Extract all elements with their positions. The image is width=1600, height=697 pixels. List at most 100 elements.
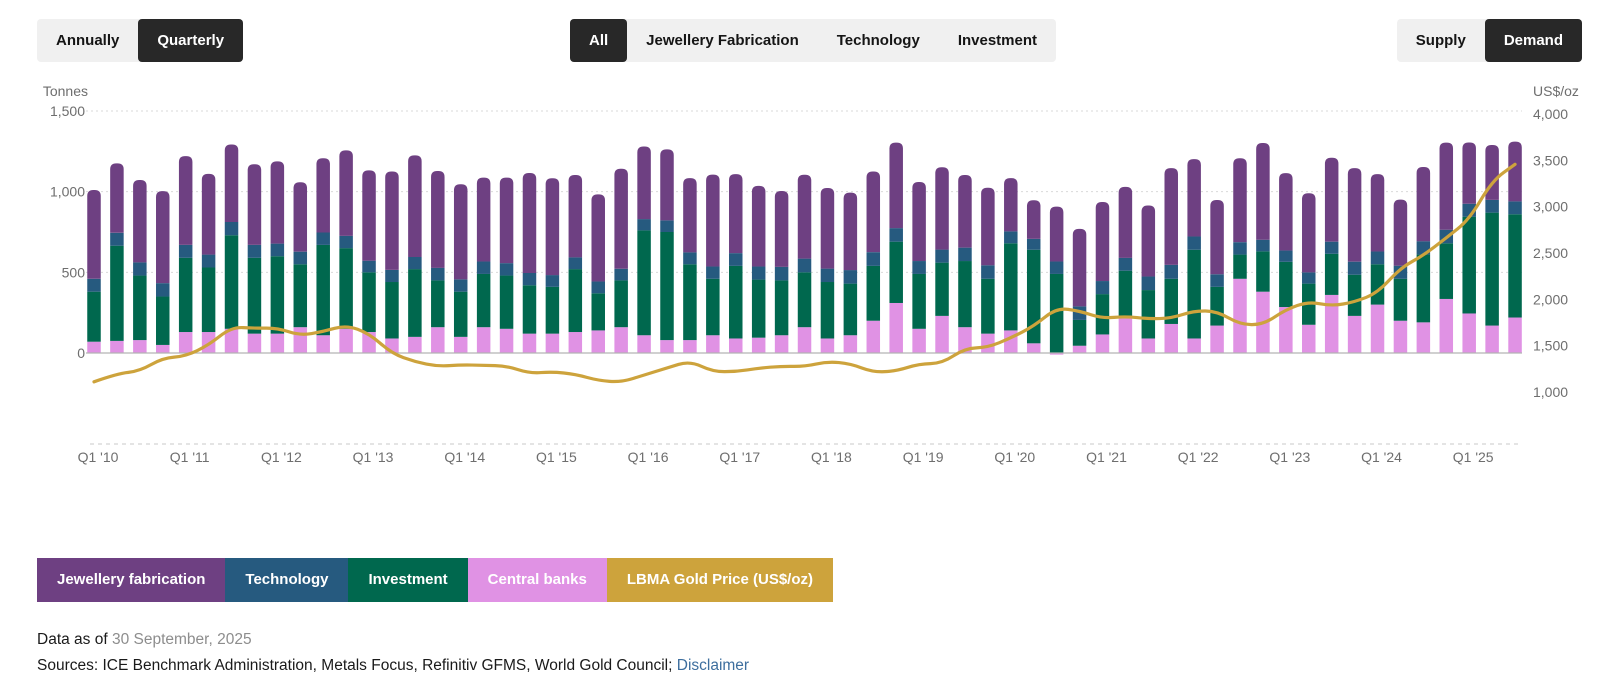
bar-segment-technology: [1187, 236, 1201, 250]
bar-Q411: [247, 164, 262, 353]
bar-Q412: [339, 150, 353, 353]
x-axis-label-q1-15: Q1 '15: [536, 449, 577, 465]
bar-segment-jewellery-fabrication: [1416, 166, 1431, 242]
x-axis-label-q1-16: Q1 '16: [628, 449, 669, 465]
bar-segment-central-banks: [866, 320, 881, 353]
bar-segment-technology: [637, 219, 651, 231]
bar-segment-technology: [87, 278, 101, 292]
bar-segment-investment: [751, 279, 766, 338]
bar-segment-investment: [1187, 249, 1201, 339]
bar-segment-central-banks: [1324, 294, 1339, 353]
bar-segment-investment: [247, 257, 262, 334]
bar-segment-technology: [476, 261, 491, 274]
legend-item-central-banks[interactable]: Central banks: [467, 558, 607, 602]
legend-item-jewellery-fabrication[interactable]: Jewellery fabrication: [37, 558, 226, 602]
bar-segment-central-banks: [591, 330, 605, 353]
bar-Q121: [1095, 201, 1110, 353]
bar-segment-jewellery-fabrication: [1233, 158, 1247, 243]
bar-Q213: [385, 171, 399, 353]
bar-segment-central-banks: [1370, 304, 1385, 353]
bar-segment-technology: [293, 251, 308, 265]
bar-Q222: [1210, 200, 1224, 353]
bar-segment-central-banks: [981, 333, 995, 353]
bar-segment-technology: [522, 272, 537, 286]
left-axis-tick-1000: 1,000: [50, 184, 85, 200]
bar-segment-central-banks: [270, 333, 285, 353]
supply-demand-toggle-group: Supply Demand: [1396, 19, 1582, 62]
bar-segment-investment: [1049, 273, 1064, 353]
bar-segment-jewellery-fabrication: [293, 182, 308, 252]
bar-segment-central-banks: [178, 332, 193, 353]
bar-segment-investment: [1439, 243, 1454, 299]
legend-item-investment[interactable]: Investment: [348, 558, 468, 602]
toggle-technology[interactable]: Technology: [818, 19, 939, 62]
bar-Q420: [1072, 228, 1087, 353]
bar-Q221: [1118, 186, 1133, 353]
bar-Q314: [499, 177, 514, 353]
bar-segment-central-banks: [431, 327, 445, 353]
data-as-of-line: Data as of 30 September, 2025: [37, 631, 252, 649]
gold-price-line: [92, 162, 1517, 384]
bar-segment-jewellery-fabrication: [522, 172, 537, 273]
bar-Q120: [1004, 178, 1018, 353]
legend-item-technology[interactable]: Technology: [225, 558, 349, 602]
bar-segment-investment: [339, 248, 353, 329]
bar-segment-investment: [820, 282, 835, 339]
bar-segment-central-banks: [293, 327, 308, 353]
bar-segment-jewellery-fabrication: [133, 180, 147, 263]
bar-segment-central-banks: [1279, 307, 1293, 353]
right-axis-tick-2500: 2,500: [1533, 245, 1568, 261]
bar-segment-jewellery-fabrication: [545, 178, 560, 276]
bar-segment-technology: [408, 257, 422, 270]
bar-segment-jewellery-fabrication: [637, 146, 651, 220]
bar-Q324: [1416, 166, 1431, 353]
bar-segment-jewellery-fabrication: [224, 144, 239, 222]
bar-segment-technology: [545, 275, 560, 287]
bar-segment-jewellery-fabrication: [1256, 142, 1270, 240]
bar-Q117: [729, 174, 743, 353]
bar-segment-central-banks: [1049, 353, 1064, 355]
toggle-quarterly[interactable]: Quarterly: [138, 19, 244, 62]
toggle-jewellery-fabrication[interactable]: Jewellery Fabrication: [627, 19, 818, 62]
toggle-all[interactable]: All: [570, 19, 628, 62]
toggle-supply[interactable]: Supply: [1397, 19, 1485, 62]
disclaimer-link[interactable]: Disclaimer: [676, 657, 750, 674]
bar-segment-central-banks: [1485, 325, 1499, 353]
bar-segment-technology: [1256, 239, 1270, 252]
bar-Q217: [751, 185, 766, 353]
bar-segment-jewellery-fabrication: [1210, 200, 1224, 275]
bar-segment-investment: [431, 280, 445, 328]
bar-segment-technology: [1141, 276, 1156, 291]
bar-segment-technology: [247, 244, 262, 258]
bar-segment-central-banks: [1072, 345, 1087, 353]
bar-segment-jewellery-fabrication: [843, 192, 858, 271]
bar-segment-investment: [843, 283, 858, 336]
x-axis-label-q1-17: Q1 '17: [719, 449, 760, 465]
bar-segment-investment: [614, 280, 628, 328]
bar-segment-jewellery-fabrication: [706, 174, 720, 267]
right-axis-title: US$/oz: [1533, 85, 1579, 99]
bar-segment-central-banks: [247, 333, 262, 353]
bar-segment-central-banks: [843, 335, 858, 353]
bar-segment-jewellery-fabrication: [1164, 168, 1178, 265]
toggle-annually[interactable]: Annually: [37, 19, 138, 62]
bar-segment-jewellery-fabrication: [1347, 168, 1362, 262]
bar-segment-investment: [133, 275, 147, 341]
right-axis-tick-1000: 1,000: [1533, 384, 1568, 400]
bar-segment-technology: [178, 244, 193, 258]
bar-segment-technology: [1302, 272, 1316, 284]
bar-segment-jewellery-fabrication: [1187, 159, 1201, 237]
bar-segment-technology: [1210, 274, 1224, 287]
toggle-investment[interactable]: Investment: [939, 19, 1056, 62]
bar-segment-investment: [362, 272, 376, 333]
bar-segment-central-banks: [774, 335, 789, 353]
bar-segment-central-banks: [545, 333, 560, 353]
toggle-demand[interactable]: Demand: [1484, 19, 1582, 62]
bar-segment-central-banks: [87, 341, 101, 353]
bar-segment-investment: [385, 282, 399, 339]
bar-segment-investment: [1095, 294, 1110, 335]
legend-item-lbma-gold-price-us-oz[interactable]: LBMA Gold Price (US$/oz): [606, 558, 833, 602]
bar-segment-technology: [1004, 231, 1018, 244]
bar-segment-investment: [958, 261, 972, 328]
bar-segment-jewellery-fabrication: [110, 163, 124, 233]
